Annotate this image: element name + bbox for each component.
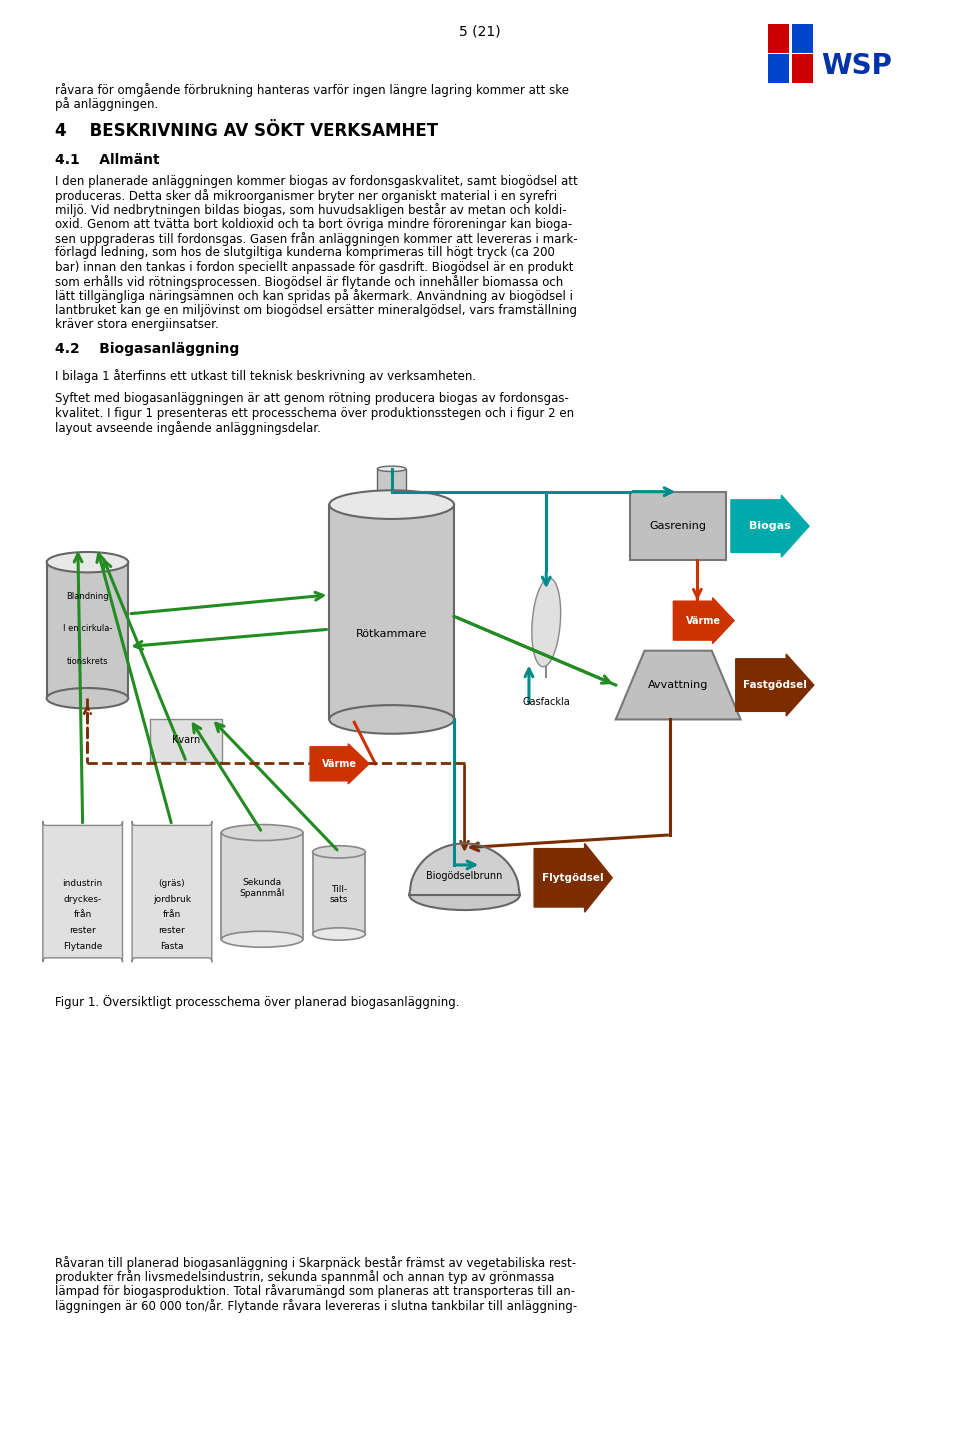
Text: Rötkammare: Rötkammare: [356, 629, 427, 639]
Bar: [222, 832, 303, 939]
Text: kräver stora energiinsatser.: kräver stora energiinsatser.: [55, 318, 219, 331]
Ellipse shape: [313, 846, 366, 858]
Text: 4.2    Biogasanläggning: 4.2 Biogasanläggning: [55, 342, 239, 357]
Text: på anläggningen.: på anläggningen.: [55, 97, 158, 112]
Text: rester: rester: [158, 927, 185, 935]
FancyArrow shape: [735, 654, 814, 716]
FancyArrow shape: [310, 743, 369, 783]
Text: från: från: [163, 911, 181, 919]
Text: råvara för omgående förbrukning hanteras varför ingen längre lagring kommer att : råvara för omgående förbrukning hanteras…: [55, 83, 568, 97]
Text: Figur 1. Översiktligt processchema över planerad biogasanläggning.: Figur 1. Översiktligt processchema över …: [55, 995, 459, 1010]
Text: bar) innan den tankas i fordon speciellt anpassade för gasdrift. Biogödsel är en: bar) innan den tankas i fordon speciellt…: [55, 261, 573, 274]
Text: (gräs): (gräs): [158, 879, 185, 888]
Ellipse shape: [47, 687, 129, 709]
Text: Råvaran till planerad biogasanläggning i Skarpnäck består främst av vegetabilisk: Råvaran till planerad biogasanläggning i…: [55, 1256, 576, 1270]
Ellipse shape: [377, 467, 406, 471]
Text: I en cirkula-: I en cirkula-: [62, 624, 112, 633]
Ellipse shape: [222, 825, 303, 841]
Text: från: från: [74, 911, 92, 919]
Bar: [313, 852, 366, 934]
Text: 4.1    Allmänt: 4.1 Allmänt: [55, 153, 159, 168]
Text: miljö. Vid nedbrytningen bildas biogas, som huvudsakligen består av metan och ko: miljö. Vid nedbrytningen bildas biogas, …: [55, 203, 566, 218]
Text: Flytgödsel: Flytgödsel: [542, 874, 604, 882]
Ellipse shape: [47, 551, 129, 573]
Ellipse shape: [329, 490, 454, 518]
Polygon shape: [532, 579, 561, 667]
Polygon shape: [615, 650, 740, 719]
Text: Biogas: Biogas: [749, 521, 791, 531]
Text: oxid. Genom att tvätta bort koldioxid och ta bort övriga mindre föroreningar kan: oxid. Genom att tvätta bort koldioxid oc…: [55, 218, 572, 231]
Text: som erhålls vid rötningsprocessen. Biogödsel är flytande och innehåller biomassa: som erhålls vid rötningsprocessen. Biogö…: [55, 275, 563, 289]
Text: rester: rester: [69, 927, 96, 935]
Text: Till-
sats: Till- sats: [330, 885, 348, 904]
Text: Sekunda
Spannmål: Sekunda Spannmål: [239, 878, 285, 898]
Text: tionskrets: tionskrets: [66, 657, 108, 666]
Text: förlagd ledning, som hos de slutgiltiga kunderna komprimeras till högt tryck (ca: förlagd ledning, som hos de slutgiltiga …: [55, 246, 555, 259]
Text: Gasrening: Gasrening: [650, 521, 707, 531]
Text: Värme: Värme: [322, 759, 357, 769]
Bar: [792, 24, 813, 53]
Bar: [151, 719, 223, 762]
Bar: [768, 24, 789, 53]
Text: Avvattning: Avvattning: [648, 680, 708, 690]
FancyArrow shape: [731, 495, 809, 557]
Text: Flytande: Flytande: [63, 942, 103, 951]
Bar: [792, 54, 813, 83]
Ellipse shape: [222, 931, 303, 947]
Text: I den planerade anläggningen kommer biogas av fordonsgaskvalitet, samt biogödsel: I den planerade anläggningen kommer biog…: [55, 175, 578, 188]
FancyArrow shape: [673, 597, 734, 643]
Ellipse shape: [313, 928, 366, 941]
Text: 4    BESKRIVNING AV SÖKT VERKSAMHET: 4 BESKRIVNING AV SÖKT VERKSAMHET: [55, 122, 438, 140]
Text: jordbruk: jordbruk: [153, 895, 191, 904]
Ellipse shape: [409, 879, 519, 911]
FancyBboxPatch shape: [132, 821, 212, 962]
FancyBboxPatch shape: [43, 821, 123, 962]
Text: layout avseende ingående anläggningsdelar.: layout avseende ingående anläggningsdela…: [55, 421, 321, 435]
Bar: [630, 491, 726, 560]
Text: Gasfackla: Gasfackla: [522, 697, 570, 707]
Text: sen uppgraderas till fordonsgas. Gasen från anläggningen kommer att levereras i : sen uppgraderas till fordonsgas. Gasen f…: [55, 232, 577, 246]
Text: Blandning: Blandning: [66, 591, 108, 600]
Bar: [377, 468, 406, 504]
Ellipse shape: [377, 503, 406, 507]
Text: industrin: industrin: [62, 879, 103, 888]
Text: produceras. Detta sker då mikroorganismer bryter ner organiskt material i en syr: produceras. Detta sker då mikroorganisme…: [55, 189, 557, 203]
Text: lämpad för biogasproduktion. Total råvarumängd som planeras att transporteras ti: lämpad för biogasproduktion. Total råvar…: [55, 1285, 575, 1299]
Text: lätt tillgängliga näringsämnen och kan spridas på åkermark. Användning av biogöd: lätt tillgängliga näringsämnen och kan s…: [55, 289, 573, 304]
Text: läggningen är 60 000 ton/år. Flytande råvara levereras i slutna tankbilar till a: läggningen är 60 000 ton/år. Flytande rå…: [55, 1299, 577, 1313]
Text: lantbruket kan ge en miljövinst om biogödsel ersätter mineralgödsel, vars framst: lantbruket kan ge en miljövinst om biogö…: [55, 304, 577, 316]
Bar: [768, 54, 789, 83]
Text: produkter från livsmedelsindustrin, sekunda spannmål och annan typ av grönmassa: produkter från livsmedelsindustrin, seku…: [55, 1270, 554, 1285]
Text: Fastgödsel: Fastgödsel: [743, 680, 806, 690]
Text: WSP: WSP: [821, 52, 892, 80]
Text: Kvarn: Kvarn: [172, 736, 201, 745]
Ellipse shape: [329, 705, 454, 733]
Text: dryckes-: dryckes-: [63, 895, 102, 904]
Bar: [329, 504, 454, 719]
Text: Syftet med biogasanläggningen är att genom rötning producera biogas av fordonsga: Syftet med biogasanläggningen är att gen…: [55, 392, 568, 405]
Text: I bilaga 1 återfinns ett utkast till teknisk beskrivning av verksamheten.: I bilaga 1 återfinns ett utkast till tek…: [55, 369, 476, 384]
Text: Biogödselbrunn: Biogödselbrunn: [426, 871, 503, 881]
FancyArrow shape: [534, 843, 612, 912]
Text: kvalitet. I figur 1 presenteras ett processchema över produktionsstegen och i fi: kvalitet. I figur 1 presenteras ett proc…: [55, 407, 574, 420]
Text: 5 (21): 5 (21): [459, 24, 501, 39]
Bar: [47, 563, 129, 699]
Text: Värme: Värme: [686, 616, 721, 626]
Text: Fasta: Fasta: [160, 942, 183, 951]
